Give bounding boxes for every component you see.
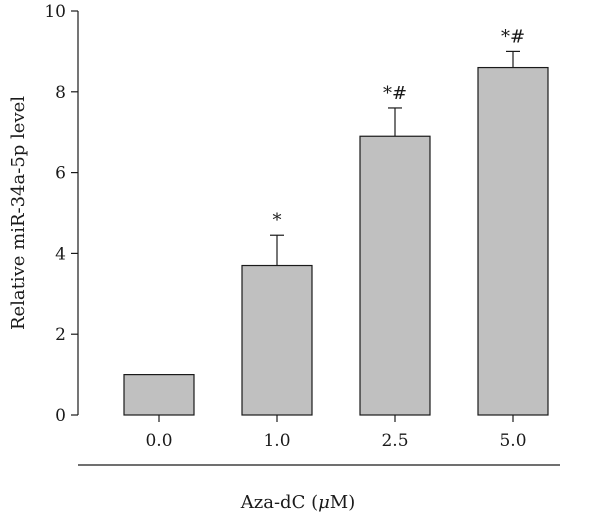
y-tick-label-3: 6 — [55, 164, 66, 184]
annotation-2: *# — [383, 83, 407, 104]
bar-1 — [241, 264, 313, 416]
bar-3 — [477, 66, 549, 416]
x-tick-label-1: 1.0 — [263, 431, 290, 451]
x-tick-label-0: 0.0 — [145, 431, 172, 451]
x-axis-label: Aza-dC (μM) — [240, 492, 356, 513]
y-tick-label-1: 2 — [55, 325, 66, 345]
y-tick-label-5: 10 — [44, 2, 66, 22]
x-tick-label-2: 2.5 — [381, 431, 408, 451]
error-bars — [270, 50, 520, 266]
y-axis: 0 2 4 6 8 10 — [44, 2, 79, 426]
y-tick-label-4: 8 — [55, 83, 66, 103]
x-tick-label-3: 5.0 — [499, 431, 526, 451]
y-tick-label-0: 0 — [55, 406, 66, 426]
annotation-1: * — [273, 210, 282, 231]
y-axis-label: Relative miR-34a-5p level — [8, 96, 29, 330]
y-tick-label-2: 4 — [55, 244, 66, 264]
significance-annotations: * *# *# — [273, 26, 526, 231]
bars — [123, 66, 549, 416]
bar-2 — [359, 135, 431, 416]
annotation-3: *# — [501, 26, 525, 47]
bar-0 — [123, 374, 195, 416]
x-axis: 0.0 1.0 2.5 5.0 — [78, 415, 560, 466]
